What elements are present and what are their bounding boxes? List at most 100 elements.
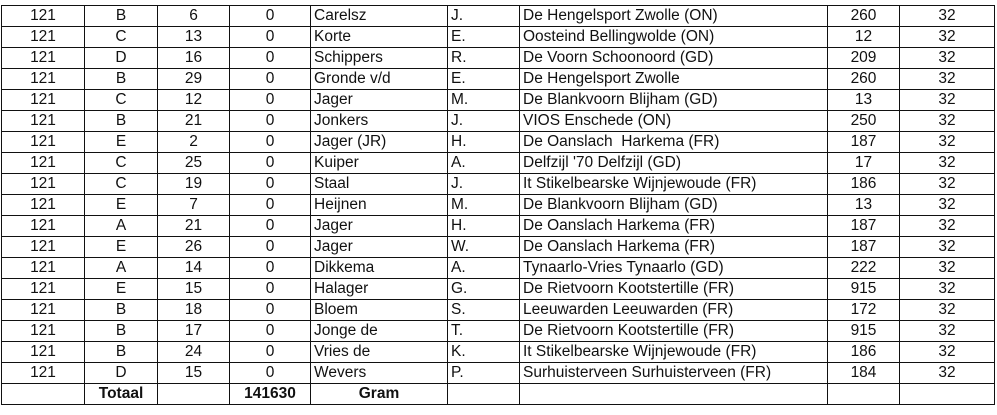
place-cell: 18 — [157, 299, 230, 321]
weight-cell: 0 — [229, 26, 311, 48]
surname-cell: Heijnen — [310, 194, 448, 216]
total-cell: Gram — [310, 383, 448, 405]
initial-cell: A. — [447, 152, 520, 174]
weight-cell: 0 — [229, 173, 311, 195]
weight-cell: 0 — [229, 278, 311, 300]
club-cell: De Hengelsport Zwolle — [519, 68, 828, 90]
sector-cell: A — [84, 215, 158, 237]
sector-cell: B — [84, 341, 158, 363]
table-row: 121 B 6 0 Carelsz J. De Hengelsport Zwolle (ON… — [1, 5, 995, 27]
weight-cell: 0 — [229, 236, 311, 258]
table-row: 121 B 18 0 Bloem S. Leeuwarden Leeuwarden (FR)… — [1, 299, 995, 321]
place-cell: 21 — [157, 215, 230, 237]
sector-cell: D — [84, 47, 158, 69]
initial-cell: K. — [447, 341, 520, 363]
initial-cell: G. — [447, 278, 520, 300]
surname-cell: Jager — [310, 236, 448, 258]
table-row: 121 B 17 0 Jonge de T. De Rietvoorn Kootsterti… — [1, 320, 995, 342]
club-number-cell: 172 — [827, 299, 900, 321]
club-number-cell: 250 — [827, 110, 900, 132]
table-row: 121 C 19 0 Staal J. It Stikelbearske Wijnjewou… — [1, 173, 995, 195]
points-cell: 32 — [899, 278, 995, 300]
place-cell: 19 — [157, 173, 230, 195]
total-cell — [157, 383, 230, 405]
club-cell: De Hengelsport Zwolle (ON) — [519, 5, 828, 27]
sector-cell: C — [84, 89, 158, 111]
round-cell: 121 — [1, 215, 85, 237]
surname-cell: Vries de — [310, 341, 448, 363]
table-row: 121 E 15 0 Halager G. De Rietvoorn Kootstertil… — [1, 278, 995, 300]
initial-cell: J. — [447, 173, 520, 195]
club-cell: De Rietvoorn Kootstertille (FR) — [519, 320, 828, 342]
table-row: 121 D 15 0 Wevers P. Surhuisterveen Surhuister… — [1, 362, 995, 384]
table-row: 121 C 13 0 Korte E. Oosteind Bellingwolde (ON)… — [1, 26, 995, 48]
sector-cell: B — [84, 110, 158, 132]
weight-cell: 0 — [229, 152, 311, 174]
points-cell: 32 — [899, 173, 995, 195]
club-number-cell: 260 — [827, 5, 900, 27]
weight-cell: 0 — [229, 89, 311, 111]
surname-cell: Jonge de — [310, 320, 448, 342]
round-cell: 121 — [1, 131, 85, 153]
surname-cell: Jonkers — [310, 110, 448, 132]
initial-cell: E. — [447, 26, 520, 48]
weight-cell: 0 — [229, 5, 311, 27]
points-cell: 32 — [899, 5, 995, 27]
surname-cell: Dikkema — [310, 257, 448, 279]
club-cell: De Oanslach Harkema (FR) — [519, 236, 828, 258]
weight-cell: 0 — [229, 257, 311, 279]
sector-cell: C — [84, 26, 158, 48]
table-row: 121 B 24 0 Vries de K. It Stikelbearske Wijnje… — [1, 341, 995, 363]
surname-cell: Carelsz — [310, 5, 448, 27]
weight-cell: 0 — [229, 110, 311, 132]
table-row: 121 B 21 0 Jonkers J. VIOS Enschede (ON) 250 32 — [1, 110, 995, 132]
weight-cell: 0 — [229, 194, 311, 216]
surname-cell: Jager — [310, 215, 448, 237]
surname-cell: Gronde v/d — [310, 68, 448, 90]
points-cell: 32 — [899, 89, 995, 111]
club-number-cell: 12 — [827, 26, 900, 48]
total-cell: 141630 — [229, 383, 311, 405]
points-cell: 32 — [899, 299, 995, 321]
initial-cell: P. — [447, 362, 520, 384]
points-cell: 32 — [899, 47, 995, 69]
results-table: 121 B 6 0 Carelsz J. De Hengelsport Zwolle (ON… — [1, 5, 995, 405]
club-number-cell: 187 — [827, 131, 900, 153]
round-cell: 121 — [1, 341, 85, 363]
place-cell: 7 — [157, 194, 230, 216]
initial-cell: A. — [447, 257, 520, 279]
points-cell: 32 — [899, 26, 995, 48]
round-cell: 121 — [1, 5, 85, 27]
points-cell: 32 — [899, 236, 995, 258]
points-cell: 32 — [899, 68, 995, 90]
points-cell: 32 — [899, 152, 995, 174]
round-cell: 121 — [1, 152, 85, 174]
club-number-cell: 186 — [827, 341, 900, 363]
table-row: 121 A 14 0 Dikkema A. Tynaarlo-Vries Tynaarlo … — [1, 257, 995, 279]
weight-cell: 0 — [229, 215, 311, 237]
place-cell: 15 — [157, 278, 230, 300]
total-cell — [519, 383, 828, 405]
sector-cell: D — [84, 362, 158, 384]
total-cell — [447, 383, 520, 405]
points-cell: 32 — [899, 110, 995, 132]
club-number-cell: 187 — [827, 215, 900, 237]
club-cell: Tynaarlo-Vries Tynaarlo (GD) — [519, 257, 828, 279]
club-number-cell: 222 — [827, 257, 900, 279]
club-number-cell: 260 — [827, 68, 900, 90]
initial-cell: H. — [447, 131, 520, 153]
sector-cell: B — [84, 68, 158, 90]
points-cell: 32 — [899, 194, 995, 216]
weight-cell: 0 — [229, 131, 311, 153]
place-cell: 13 — [157, 26, 230, 48]
club-number-cell: 13 — [827, 89, 900, 111]
club-number-cell: 209 — [827, 47, 900, 69]
club-cell: Leeuwarden Leeuwarden (FR) — [519, 299, 828, 321]
initial-cell: M. — [447, 89, 520, 111]
club-number-cell: 184 — [827, 362, 900, 384]
club-cell: De Rietvoorn Kootstertille (FR) — [519, 278, 828, 300]
table-row: 121 A 21 0 Jager H. De Oanslach Harkema (FR) 18… — [1, 215, 995, 237]
round-cell: 121 — [1, 194, 85, 216]
initial-cell: M. — [447, 194, 520, 216]
club-cell: De Oanslach Harkema (FR) — [519, 215, 828, 237]
